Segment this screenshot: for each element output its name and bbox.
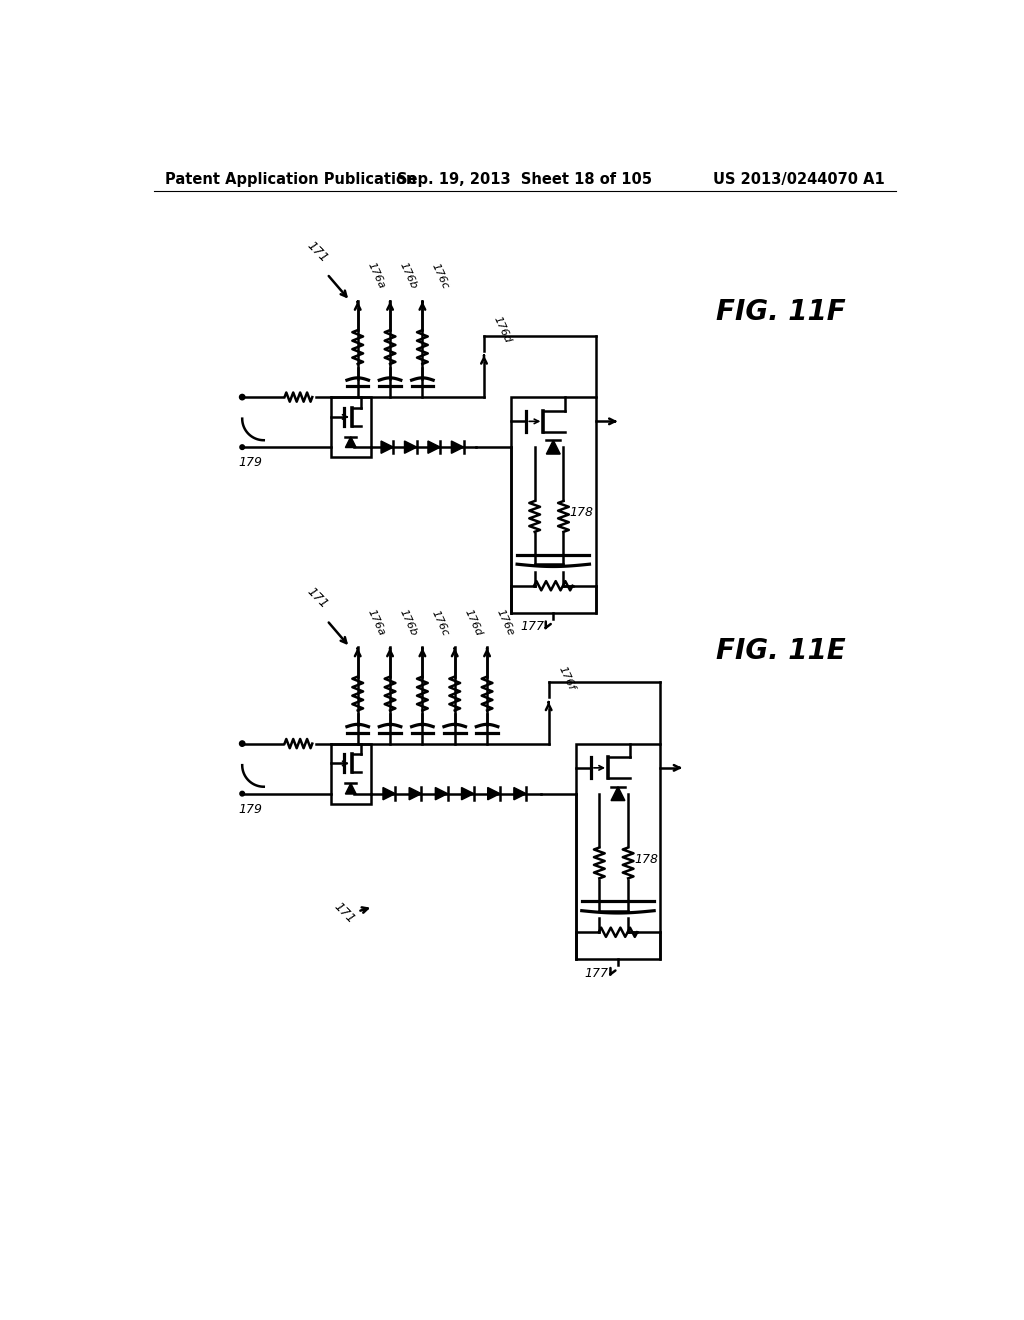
Circle shape bbox=[240, 395, 245, 400]
Text: 176b: 176b bbox=[397, 607, 419, 638]
Polygon shape bbox=[611, 787, 625, 800]
Text: 176d: 176d bbox=[463, 607, 483, 638]
Text: 177: 177 bbox=[585, 966, 608, 979]
Polygon shape bbox=[487, 788, 500, 800]
Text: 176c: 176c bbox=[430, 609, 451, 638]
Polygon shape bbox=[383, 788, 395, 800]
Polygon shape bbox=[404, 441, 417, 453]
Polygon shape bbox=[345, 783, 356, 795]
Text: 176c: 176c bbox=[430, 261, 451, 290]
Text: US 2013/0244070 A1: US 2013/0244070 A1 bbox=[714, 172, 885, 186]
Text: 178: 178 bbox=[634, 853, 658, 866]
Text: 176a: 176a bbox=[366, 607, 386, 638]
Text: 171: 171 bbox=[304, 585, 331, 611]
Text: 178: 178 bbox=[569, 506, 594, 519]
Polygon shape bbox=[547, 441, 560, 454]
Text: 179: 179 bbox=[239, 803, 262, 816]
Circle shape bbox=[240, 792, 245, 796]
Polygon shape bbox=[345, 437, 356, 447]
Bar bbox=[511, 397, 596, 612]
Text: 177: 177 bbox=[520, 620, 544, 634]
Circle shape bbox=[240, 741, 245, 746]
Text: 176b: 176b bbox=[397, 261, 419, 290]
Polygon shape bbox=[410, 788, 422, 800]
Text: Patent Application Publication: Patent Application Publication bbox=[165, 172, 417, 186]
Polygon shape bbox=[462, 788, 474, 800]
Text: 179: 179 bbox=[239, 457, 262, 470]
Text: 176f: 176f bbox=[556, 664, 577, 692]
Circle shape bbox=[240, 445, 245, 449]
Bar bbox=[331, 743, 371, 804]
Text: 171: 171 bbox=[332, 900, 357, 927]
Polygon shape bbox=[381, 441, 393, 453]
Text: FIG. 11F: FIG. 11F bbox=[716, 298, 846, 326]
Text: 171: 171 bbox=[304, 239, 331, 264]
Polygon shape bbox=[435, 788, 447, 800]
Text: 176d: 176d bbox=[492, 314, 513, 345]
Polygon shape bbox=[452, 441, 464, 453]
Bar bbox=[575, 743, 660, 960]
Bar bbox=[331, 397, 371, 457]
Text: Sep. 19, 2013  Sheet 18 of 105: Sep. 19, 2013 Sheet 18 of 105 bbox=[397, 172, 652, 186]
Polygon shape bbox=[428, 441, 440, 453]
Polygon shape bbox=[514, 788, 526, 800]
Text: 176a: 176a bbox=[366, 261, 386, 290]
Text: FIG. 11E: FIG. 11E bbox=[716, 638, 846, 665]
Text: 176e: 176e bbox=[495, 607, 516, 638]
